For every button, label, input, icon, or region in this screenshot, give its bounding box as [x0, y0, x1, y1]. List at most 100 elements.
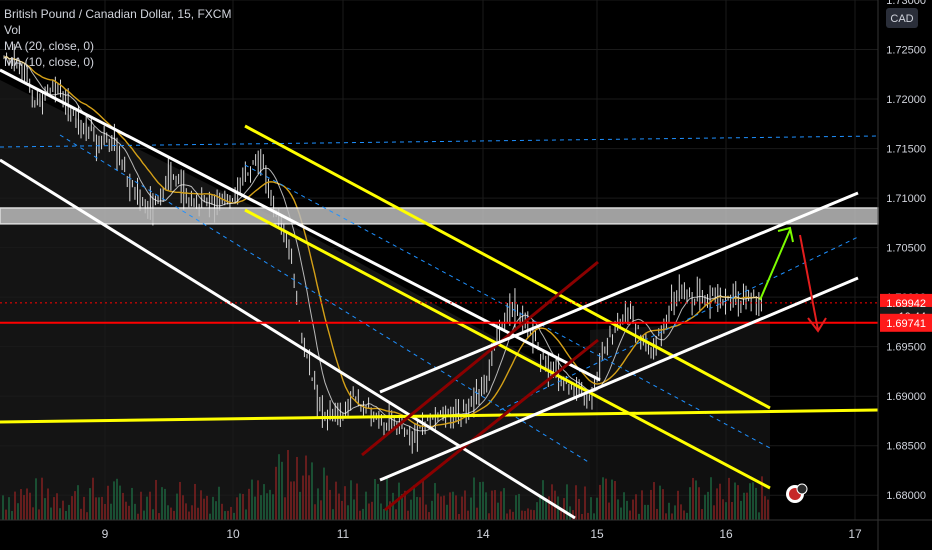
volume-bar [230, 506, 232, 520]
dashed-channel-mid-up [499, 236, 859, 411]
volume-bar [419, 497, 421, 520]
volume-bar [149, 491, 151, 520]
volume-bar [335, 481, 337, 520]
volume-bar [320, 500, 322, 520]
volume-bar [410, 499, 412, 520]
volume-bar [143, 510, 145, 520]
x-tick-label: 16 [719, 527, 733, 541]
volume-bar [665, 513, 667, 520]
volume-bar [41, 477, 43, 520]
volume-bar [641, 490, 643, 520]
volume-bar [311, 462, 313, 520]
volume-bar [587, 512, 589, 520]
volume-bar [389, 501, 391, 520]
volume-bar [674, 505, 676, 520]
volume-bar [500, 491, 502, 520]
y-tick-label: 1.69500 [886, 342, 926, 354]
volume-bar [734, 482, 736, 520]
volume-bar [245, 509, 247, 520]
volume-bar [308, 475, 310, 520]
volume-bar [488, 513, 490, 520]
volume-bar [179, 481, 181, 520]
volume-bar [497, 502, 499, 520]
volume-bar [749, 483, 751, 520]
volume-bar [293, 481, 295, 520]
volume-bar [437, 493, 439, 520]
volume-bar [20, 489, 22, 520]
volume-bar [395, 509, 397, 520]
volume-bar [296, 456, 298, 520]
volume-bar [299, 491, 301, 520]
volume-bar [398, 482, 400, 520]
volume-bar [455, 495, 457, 520]
y-tick-label: 1.73000 [886, 0, 926, 7]
volume-bar [482, 481, 484, 520]
volume-bar [356, 483, 358, 520]
ma20-line [3, 55, 762, 428]
volume-bar [131, 487, 133, 520]
volume-bar [623, 492, 625, 520]
volume-bar [377, 483, 379, 520]
volume-bar [155, 479, 157, 520]
volume-bar [167, 505, 169, 520]
volume-bar [656, 508, 658, 520]
volume-bar [542, 480, 544, 520]
y-tick-label: 1.71500 [886, 144, 926, 156]
volume-bar [125, 501, 127, 520]
volume-bar [173, 510, 175, 520]
volume-bar [278, 454, 280, 520]
volume-bar [608, 502, 610, 520]
volume-bar [470, 497, 472, 520]
green-arrow-head [777, 226, 794, 243]
volume-bar [605, 478, 607, 520]
volume-bar [164, 488, 166, 520]
volume-bar [272, 494, 274, 520]
volume-bar [548, 496, 550, 520]
volume-bar [359, 510, 361, 520]
volume-bar [218, 486, 220, 520]
volume-bar [365, 491, 367, 520]
red-arrow-head [807, 317, 827, 333]
volume-bar [590, 497, 592, 520]
white-rising-channel-lower [379, 276, 859, 482]
volume-bar [731, 502, 733, 520]
volume-bar [689, 487, 691, 520]
volume-bar [329, 489, 331, 520]
volume-bar [650, 489, 652, 520]
x-tick-label: 15 [590, 527, 604, 541]
volume-bar [422, 480, 424, 520]
white-rising-channel-upper [379, 191, 859, 394]
volume-bar [668, 502, 670, 520]
volume-bar [353, 499, 355, 520]
volume-bar [479, 482, 481, 520]
volume-bar [59, 508, 61, 520]
volume-bar [767, 499, 769, 520]
volume-bar [314, 504, 316, 520]
volume-bar [458, 513, 460, 520]
volume-bar [89, 488, 91, 520]
volume-bar [431, 500, 433, 520]
volume-bar [269, 489, 271, 520]
volume-bar [701, 509, 703, 520]
legend-ma10: MA (10, close, 0) [4, 55, 95, 69]
volume-bar [32, 507, 34, 520]
volume-bar [362, 508, 364, 520]
volume-bar [257, 480, 259, 520]
volume-bar [575, 485, 577, 520]
volume-bar [383, 508, 385, 520]
volume-bar [275, 466, 277, 520]
chart-legend: British Pound / Canadian Dollar, 15, FXC… [4, 6, 231, 70]
volume-bar [260, 495, 262, 520]
volume-bar [680, 504, 682, 520]
shaded-region-right [590, 320, 770, 520]
volume-bar [11, 511, 13, 520]
volume-bar [5, 509, 7, 520]
volume-bar [764, 496, 766, 520]
volume-bar [83, 496, 85, 520]
volume-bar [737, 485, 739, 520]
volume-bar [494, 490, 496, 520]
volume-bar [512, 511, 514, 520]
ma10-line [3, 56, 762, 432]
volume-bar [746, 492, 748, 520]
